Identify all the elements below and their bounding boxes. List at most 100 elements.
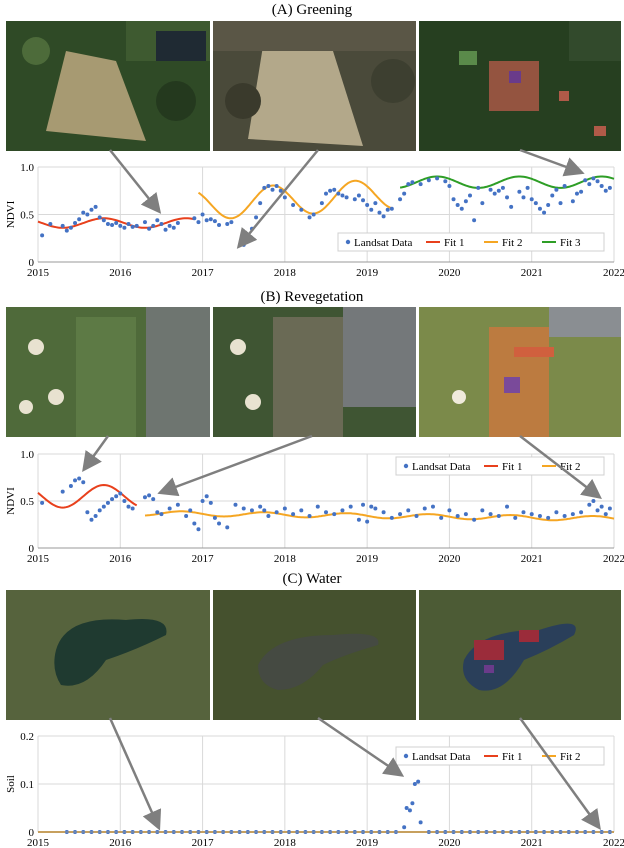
x-tick-label: 2016 [109,837,132,848]
data-point [258,504,263,509]
data-point [200,499,205,503]
data-point [422,506,427,511]
data-point [332,512,337,517]
x-tick-label: 2021 [521,267,543,279]
data-point [517,189,522,194]
data-point [266,514,271,519]
legend-label: Landsat Data [354,237,412,249]
data-point [282,195,287,200]
legend-label: Fit 3 [560,237,581,249]
data-point [130,506,135,511]
data-point [595,508,600,513]
data-point [167,223,172,228]
data-point [167,506,172,511]
data-point [159,512,164,517]
revegetation-ndvi-chart: 0 0.5 1.0 2015 2016 2017 2018 2019 2020 2021 2022 N… [0,440,624,580]
x-tick-label: 2019 [356,837,379,848]
data-point [175,221,180,226]
legend-marker [403,463,409,469]
data-point [233,502,238,507]
water-image-middle [213,590,416,720]
data-point [291,512,296,517]
water-image-before [6,590,210,720]
data-point [607,185,612,190]
data-point [496,188,501,193]
data-point [299,508,304,513]
revegetation-image-before [6,307,210,437]
legend-label: Fit 2 [502,237,522,249]
data-point [64,228,69,233]
x-tick-label: 2017 [192,267,215,279]
greening-image-before [6,21,210,151]
data-point [352,197,357,202]
data-point [542,210,547,215]
data-point [500,185,505,190]
data-point [430,504,435,509]
data-point [546,515,551,520]
data-point [505,504,510,509]
y-tick-label: 0 [29,257,35,269]
data-point [377,210,382,215]
data-point [291,203,296,207]
y-axis-label: NDVI [5,200,17,228]
data-point [550,193,555,198]
data-point [529,197,534,202]
legend: Landsat Data Fit 1 Fit 2 [395,746,605,766]
data-point [324,191,328,196]
data-point [570,199,575,204]
fit-line-fit-2 [144,510,615,522]
legend-box [337,232,605,252]
legend: Landsat Data Fit 1 Fit 2 [395,456,605,476]
data-point [81,480,86,485]
data-point [361,198,366,203]
revegetation-image-middle [213,307,416,437]
data-point [472,517,477,522]
data-point [369,207,374,212]
data-point [599,184,604,188]
data-point [77,217,82,222]
y-tick-label: 0.1 [20,779,34,791]
panel-b-title: (B) Revegetation [260,289,364,305]
data-point [558,201,563,206]
data-point [426,178,431,183]
y-tick-label: 0.5 [20,496,34,508]
data-point [196,220,201,225]
data-point [217,521,222,526]
data-point [212,515,217,520]
legend-label: Landsat Data [412,751,470,763]
data-point [407,808,412,813]
data-point [404,806,409,810]
data-point [356,517,361,522]
data-point [373,506,378,511]
legend-label: Fit 1 [444,237,464,249]
legend: Landsat Data Fit 1 Fit 2 Fit 3 [337,232,605,252]
x-tick-label: 2015 [27,267,50,279]
data-point [217,222,222,227]
data-point [369,504,374,509]
data-point [340,193,345,198]
data-point [463,199,468,204]
data-point [468,193,472,198]
data-point [599,504,604,509]
data-point [324,510,328,515]
y-tick-label: 0 [29,543,35,555]
data-point [574,191,579,196]
data-point [258,201,263,206]
data-point [110,222,115,227]
data-point [537,514,542,519]
data-point [412,782,417,786]
data-point [73,478,78,483]
data-point [73,221,78,226]
data-point [496,514,501,519]
data-point [68,225,73,230]
data-point [381,214,386,219]
data-point [241,242,246,247]
data-point [192,521,197,526]
fit-line-fit-1 [37,217,195,229]
data-point [451,197,456,202]
greening-ndvi-chart: 0 0.5 1.0 2015 2016 2017 2018 2019 2020 2021 2022 N… [0,152,624,290]
data-point [340,508,345,513]
data-point [151,497,156,502]
y-axis-label: Soil [5,775,17,793]
y-tick-label: 0.2 [20,731,34,743]
